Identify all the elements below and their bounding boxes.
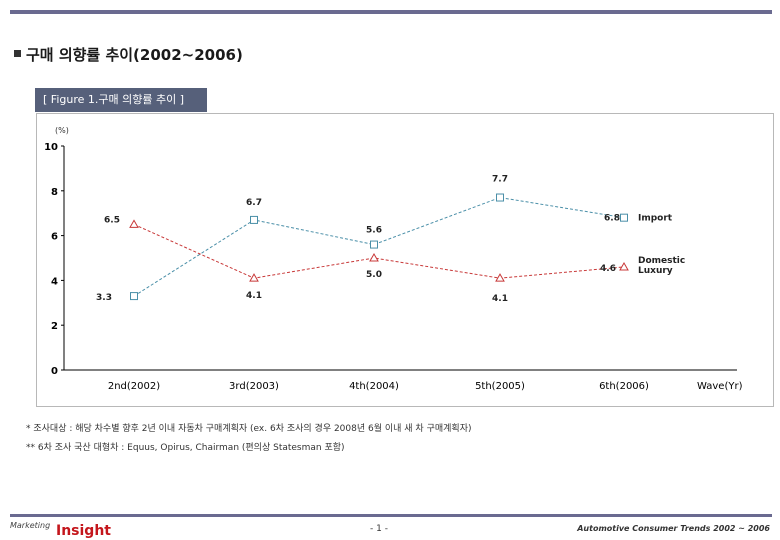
data-label: 6.8 <box>604 214 620 224</box>
series-line-import <box>133 197 625 297</box>
data-label: 6.5 <box>104 215 120 225</box>
data-point-domestic-luxury <box>369 252 379 262</box>
data-point-import <box>620 213 628 222</box>
data-point-domestic-luxury <box>129 219 139 228</box>
data-label: 3.3 <box>96 293 112 303</box>
line-chart: 0 2 4 6 8 10 (%) 2nd(2002) 3rd(2003) 4th(2004) 5th… <box>44 126 743 392</box>
x-tick-label: 6th(2006) <box>599 381 649 392</box>
y-tick-label: 4 <box>51 276 58 287</box>
data-label: 4.1 <box>246 291 262 301</box>
data-label: 4.1 <box>492 294 508 304</box>
data-point-domestic-luxury <box>249 273 259 282</box>
data-point-import <box>130 292 138 301</box>
data-label: 5.0 <box>366 270 382 280</box>
logo-prefix: Marketing <box>10 521 51 530</box>
series-line-domestic-luxury <box>133 223 625 279</box>
y-tick-label: 10 <box>44 142 58 153</box>
data-point-domestic-luxury <box>495 273 505 282</box>
x-tick-label: 3rd(2003) <box>229 381 279 392</box>
data-point-import <box>250 215 258 224</box>
series-name-label: Import <box>638 214 673 224</box>
x-tick-label: 5th(2005) <box>475 381 525 392</box>
data-label: 6.7 <box>246 198 262 208</box>
page-number: - 1 - <box>370 524 388 534</box>
x-tick-label: 2nd(2002) <box>108 381 160 392</box>
y-tick-label: 0 <box>51 366 58 377</box>
y-tick-label: 8 <box>51 187 58 198</box>
y-tick-label: 6 <box>51 232 58 243</box>
footer-title: Automotive Consumer Trends 2002 ~ 2006 <box>577 524 770 533</box>
y-tick-label: 2 <box>51 321 58 332</box>
bottom-divider <box>10 514 772 517</box>
top-divider <box>10 10 772 14</box>
footnote-2: ** 6차 조사 국산 대형차 : Equus, Opirus, Chairma… <box>26 443 345 453</box>
series-name-label: Luxury <box>638 266 673 276</box>
logo-main: Insight <box>56 523 111 539</box>
footnote-1: * 조사대상 : 해당 차수별 향후 2년 이내 자동차 구매계획자 (ex. … <box>26 424 472 434</box>
data-point-import <box>370 240 378 249</box>
heading-text: 구매 의향률 추이(2002~2006) <box>26 46 243 64</box>
chart-frame: 0 2 4 6 8 10 (%) 2nd(2002) 3rd(2003) 4th(2004) 5th… <box>36 113 774 407</box>
series-name-label: Domestic <box>638 256 685 266</box>
x-axis-title: Wave(Yr) <box>697 381 743 392</box>
data-label: 4.6 <box>600 264 616 274</box>
page-heading: 구매 의향률 추이(2002~2006) <box>14 44 243 65</box>
data-point-domestic-luxury <box>619 261 629 271</box>
data-label: 5.6 <box>366 226 382 236</box>
y-axis-unit: (%) <box>55 126 69 135</box>
data-point-import <box>496 193 504 202</box>
figure-label: [ Figure 1.구매 의향률 추이 ] <box>35 88 207 112</box>
company-logo: Marketing Insight <box>10 520 111 540</box>
x-tick-label: 4th(2004) <box>349 381 399 392</box>
bullet-icon <box>14 50 21 57</box>
data-label: 7.7 <box>492 175 508 185</box>
